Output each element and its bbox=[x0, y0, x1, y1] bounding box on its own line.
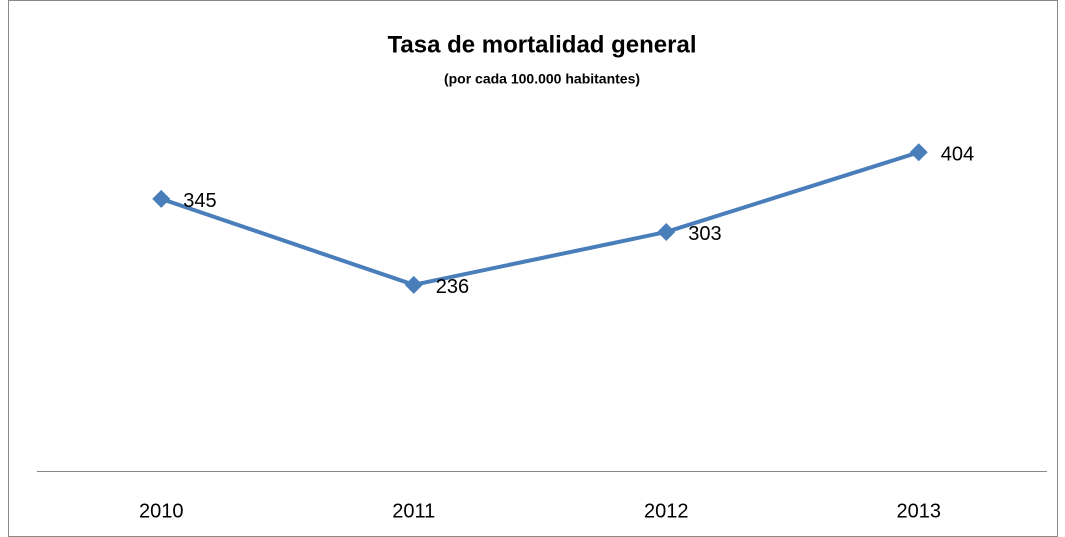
marker bbox=[152, 189, 171, 208]
chart-title: Tasa de mortalidad general bbox=[388, 31, 697, 58]
data-label: 303 bbox=[688, 223, 721, 245]
x-tick-label: 2010 bbox=[139, 500, 184, 522]
marker bbox=[657, 222, 676, 241]
data-label: 404 bbox=[941, 144, 974, 166]
x-tick-label: 2012 bbox=[644, 500, 689, 522]
marker bbox=[404, 275, 423, 294]
chart-frame bbox=[8, 0, 1058, 537]
line bbox=[160, 150, 920, 287]
x-tick-label: 2011 bbox=[392, 500, 435, 522]
data-label: 345 bbox=[183, 190, 216, 212]
data-label: 236 bbox=[436, 276, 469, 298]
marker bbox=[909, 143, 928, 162]
x-tick-label: 2013 bbox=[897, 500, 942, 522]
chart-subtitle: (por cada 100.000 habitantes) bbox=[444, 71, 640, 87]
